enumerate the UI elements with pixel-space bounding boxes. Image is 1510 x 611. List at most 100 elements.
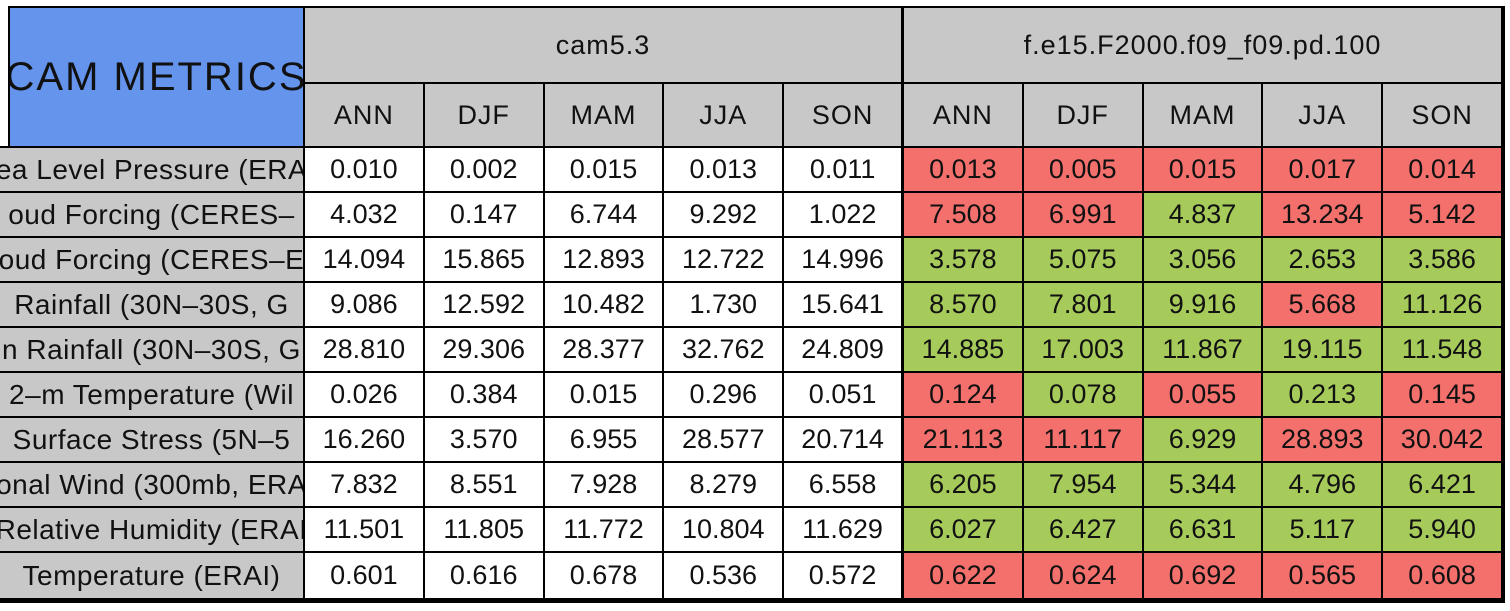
metric-value-cell: 5.075 (1023, 238, 1144, 283)
metric-value-cell: 0.005 (1023, 148, 1144, 193)
metrics-table: CAM METRICS cam5.3 f.e15.F2000.f09_f09.p… (0, 6, 1505, 603)
metric-value-cell: 0.624 (1023, 553, 1144, 598)
metric-value-cell: 20.714 (784, 418, 904, 463)
metric-value-cell: 14.885 (904, 328, 1024, 373)
metric-value-cell: 4.837 (1143, 193, 1264, 238)
metric-value-cell: 5.940 (1383, 508, 1503, 553)
season-header: MAM (1143, 84, 1264, 148)
metric-value-cell: 3.056 (1143, 238, 1264, 283)
season-header: JJA (664, 84, 785, 148)
metric-value-cell: 30.042 (1383, 418, 1503, 463)
metric-value-cell: 6.631 (1143, 508, 1264, 553)
metric-value-cell: 0.213 (1263, 373, 1384, 418)
metric-value-cell: 14.996 (784, 238, 904, 283)
metric-value-cell: 9.086 (305, 283, 425, 328)
metric-value-cell: 6.558 (784, 463, 904, 508)
metric-value-cell: 28.377 (544, 328, 665, 373)
metric-value-cell: 6.991 (1023, 193, 1144, 238)
row-label: Relative Humidity (ERAI (0, 508, 305, 553)
metric-value-cell: 6.427 (1023, 508, 1144, 553)
metric-value-cell: 0.055 (1143, 373, 1264, 418)
metric-value-cell: 8.551 (424, 463, 545, 508)
metric-value-cell: 6.955 (544, 418, 665, 463)
metric-value-cell: 6.744 (544, 193, 665, 238)
season-header: MAM (544, 84, 665, 148)
metric-value-cell: 6.929 (1143, 418, 1264, 463)
metric-value-cell: 0.015 (1143, 148, 1264, 193)
metric-value-cell: 0.601 (305, 553, 425, 598)
metric-value-cell: 14.094 (305, 238, 425, 283)
metric-value-cell: 28.577 (664, 418, 785, 463)
row-label: ea Level Pressure (ERA (0, 148, 305, 193)
metric-value-cell: 12.893 (544, 238, 665, 283)
metric-value-cell: 0.536 (664, 553, 785, 598)
metric-value-cell: 17.003 (1023, 328, 1144, 373)
season-header: DJF (1023, 84, 1144, 148)
column-group-cam53: cam5.3 (305, 6, 904, 84)
metric-value-cell: 6.205 (904, 463, 1024, 508)
metric-value-cell: 11.772 (544, 508, 665, 553)
metric-value-cell: 0.051 (784, 373, 904, 418)
metric-value-cell: 6.421 (1383, 463, 1503, 508)
metric-value-cell: 0.013 (664, 148, 785, 193)
metric-value-cell: 8.570 (904, 283, 1024, 328)
metric-value-cell: 0.015 (544, 373, 665, 418)
row-label: oud Forcing (CERES–E (0, 238, 305, 283)
metric-value-cell: 7.954 (1023, 463, 1144, 508)
row-label: Surface Stress (5N–5 (0, 418, 305, 463)
row-label: oud Forcing (CERES– (0, 193, 305, 238)
metric-value-cell: 3.586 (1383, 238, 1503, 283)
season-header: ANN (904, 84, 1024, 148)
metric-value-cell: 21.113 (904, 418, 1024, 463)
metric-value-cell: 0.014 (1383, 148, 1503, 193)
season-header: SON (784, 84, 904, 148)
metric-value-cell: 0.565 (1263, 553, 1384, 598)
metric-value-cell: 0.013 (904, 148, 1024, 193)
page-title: CAM METRICS (8, 6, 303, 146)
metric-value-cell: 10.804 (664, 508, 785, 553)
metric-value-cell: 28.893 (1263, 418, 1384, 463)
metric-value-cell: 2.653 (1263, 238, 1384, 283)
metric-value-cell: 0.692 (1143, 553, 1264, 598)
metric-value-cell: 4.796 (1263, 463, 1384, 508)
metric-value-cell: 0.147 (424, 193, 545, 238)
metric-value-cell: 13.234 (1263, 193, 1384, 238)
metric-value-cell: 29.306 (424, 328, 545, 373)
metric-value-cell: 1.730 (664, 283, 785, 328)
season-header: SON (1383, 84, 1503, 148)
metric-value-cell: 16.260 (305, 418, 425, 463)
season-header: DJF (424, 84, 545, 148)
metric-value-cell: 15.641 (784, 283, 904, 328)
metric-value-cell: 11.805 (424, 508, 545, 553)
metric-value-cell: 7.508 (904, 193, 1024, 238)
metric-value-cell: 5.142 (1383, 193, 1503, 238)
row-label: n Rainfall (30N–30S, G (0, 328, 305, 373)
row-label: onal Wind (300mb, ERA (0, 463, 305, 508)
metric-value-cell: 11.126 (1383, 283, 1503, 328)
metric-value-cell: 10.482 (544, 283, 665, 328)
metric-value-cell: 28.810 (305, 328, 425, 373)
metric-value-cell: 0.010 (305, 148, 425, 193)
metric-value-cell: 0.017 (1263, 148, 1384, 193)
metric-value-cell: 0.608 (1383, 553, 1503, 598)
column-group-test-case: f.e15.F2000.f09_f09.pd.100 (904, 6, 1503, 84)
metric-value-cell: 0.002 (424, 148, 545, 193)
metric-value-cell: 0.145 (1383, 373, 1503, 418)
metric-value-cell: 4.032 (305, 193, 425, 238)
metric-value-cell: 5.344 (1143, 463, 1264, 508)
metric-value-cell: 32.762 (664, 328, 785, 373)
metric-value-cell: 8.279 (664, 463, 785, 508)
metric-value-cell: 9.916 (1143, 283, 1264, 328)
metric-value-cell: 0.296 (664, 373, 785, 418)
metric-value-cell: 11.867 (1143, 328, 1264, 373)
metric-value-cell: 0.622 (904, 553, 1024, 598)
metric-value-cell: 7.928 (544, 463, 665, 508)
season-header: ANN (305, 84, 425, 148)
metric-value-cell: 12.722 (664, 238, 785, 283)
metric-value-cell: 0.124 (904, 373, 1024, 418)
metric-value-cell: 0.616 (424, 553, 545, 598)
metric-value-cell: 0.678 (544, 553, 665, 598)
metric-value-cell: 0.078 (1023, 373, 1144, 418)
metric-value-cell: 12.592 (424, 283, 545, 328)
metric-value-cell: 9.292 (664, 193, 785, 238)
